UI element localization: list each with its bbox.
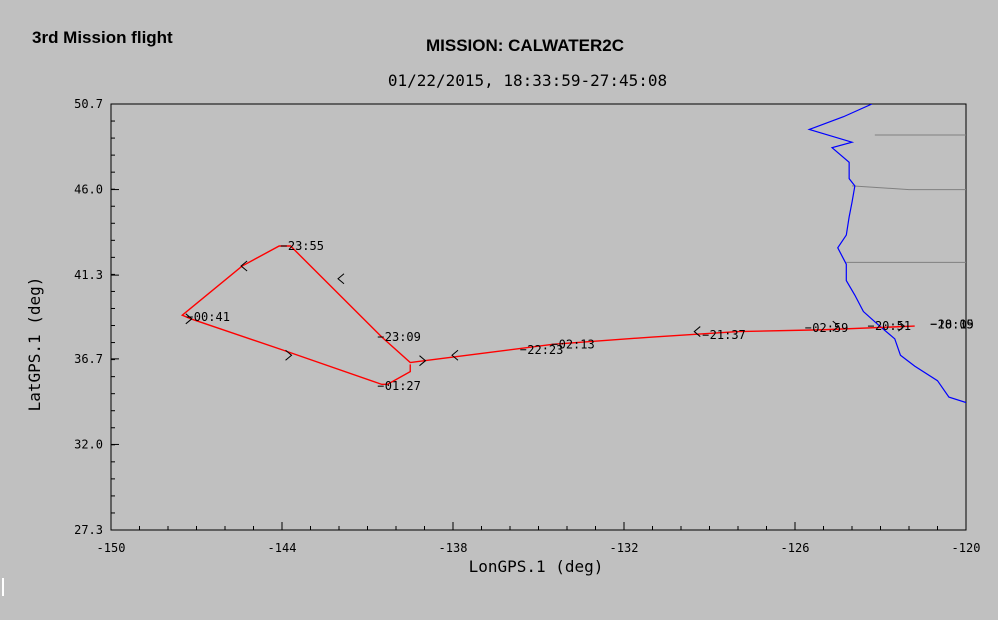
direction-arrow: [419, 355, 427, 367]
time-annotation: 22:23: [527, 343, 563, 357]
y-tick-label: 36.7: [74, 352, 103, 366]
time-annotation: 23:55: [288, 239, 324, 253]
x-axis-label: LonGPS.1 (deg): [469, 557, 604, 576]
direction-arrow: [285, 349, 293, 361]
time-annotation: 18:19: [938, 317, 974, 331]
flight-track-line: [180, 245, 915, 386]
x-tick-label: -144: [268, 541, 297, 555]
corner-title: 3rd Mission flight: [32, 28, 173, 47]
chart-title: MISSION: CALWATER2C: [425, 36, 625, 55]
flight-track: [180, 245, 915, 386]
time-annotation: 02:13: [559, 337, 595, 351]
plot-area: [110, 103, 967, 531]
y-axis-label: LatGPS.1 (deg): [25, 277, 44, 412]
axis-ticks: -150 -144 -138 -132 -126 -120 27.3 32.0 36.7 41.3…: [74, 97, 980, 555]
direction-arrow: [693, 326, 701, 337]
y-tick-label: 50.7: [74, 97, 103, 111]
x-tick-label: -126: [781, 541, 810, 555]
y-tick-label: 46.0: [74, 183, 103, 197]
direction-arrow: [897, 320, 906, 332]
state-border-line: [851, 185, 966, 191]
x-tick-label: -150: [97, 541, 126, 555]
time-annotation: 21:37: [710, 328, 746, 342]
x-tick-label: -120: [952, 541, 981, 555]
time-annotation: 20:51: [875, 319, 911, 333]
direction-arrow: [832, 320, 840, 332]
x-tick-label: -138: [439, 541, 468, 555]
direction-arrow: [337, 273, 345, 285]
coastline: [807, 104, 966, 404]
time-annotation: 02:59: [812, 321, 848, 335]
y-tick-label: 27.3: [74, 523, 103, 537]
direction-arrow: [451, 349, 459, 361]
window-edge-marker: [2, 578, 4, 596]
time-annotation: 20:05: [938, 317, 974, 331]
time-annotation: 01:27: [385, 379, 421, 393]
chart-subtitle: 01/22/2015, 18:33:59-27:45:08: [387, 71, 668, 90]
direction-arrow: [185, 313, 193, 325]
time-annotation: 23:09: [385, 330, 421, 344]
direction-arrow: [240, 260, 248, 272]
x-tick-label: -132: [610, 541, 639, 555]
y-tick-label: 32.0: [74, 437, 103, 451]
time-annotation: 00:41: [194, 310, 230, 324]
map-layer: [807, 104, 966, 404]
y-tick-label: 41.3: [74, 268, 103, 282]
